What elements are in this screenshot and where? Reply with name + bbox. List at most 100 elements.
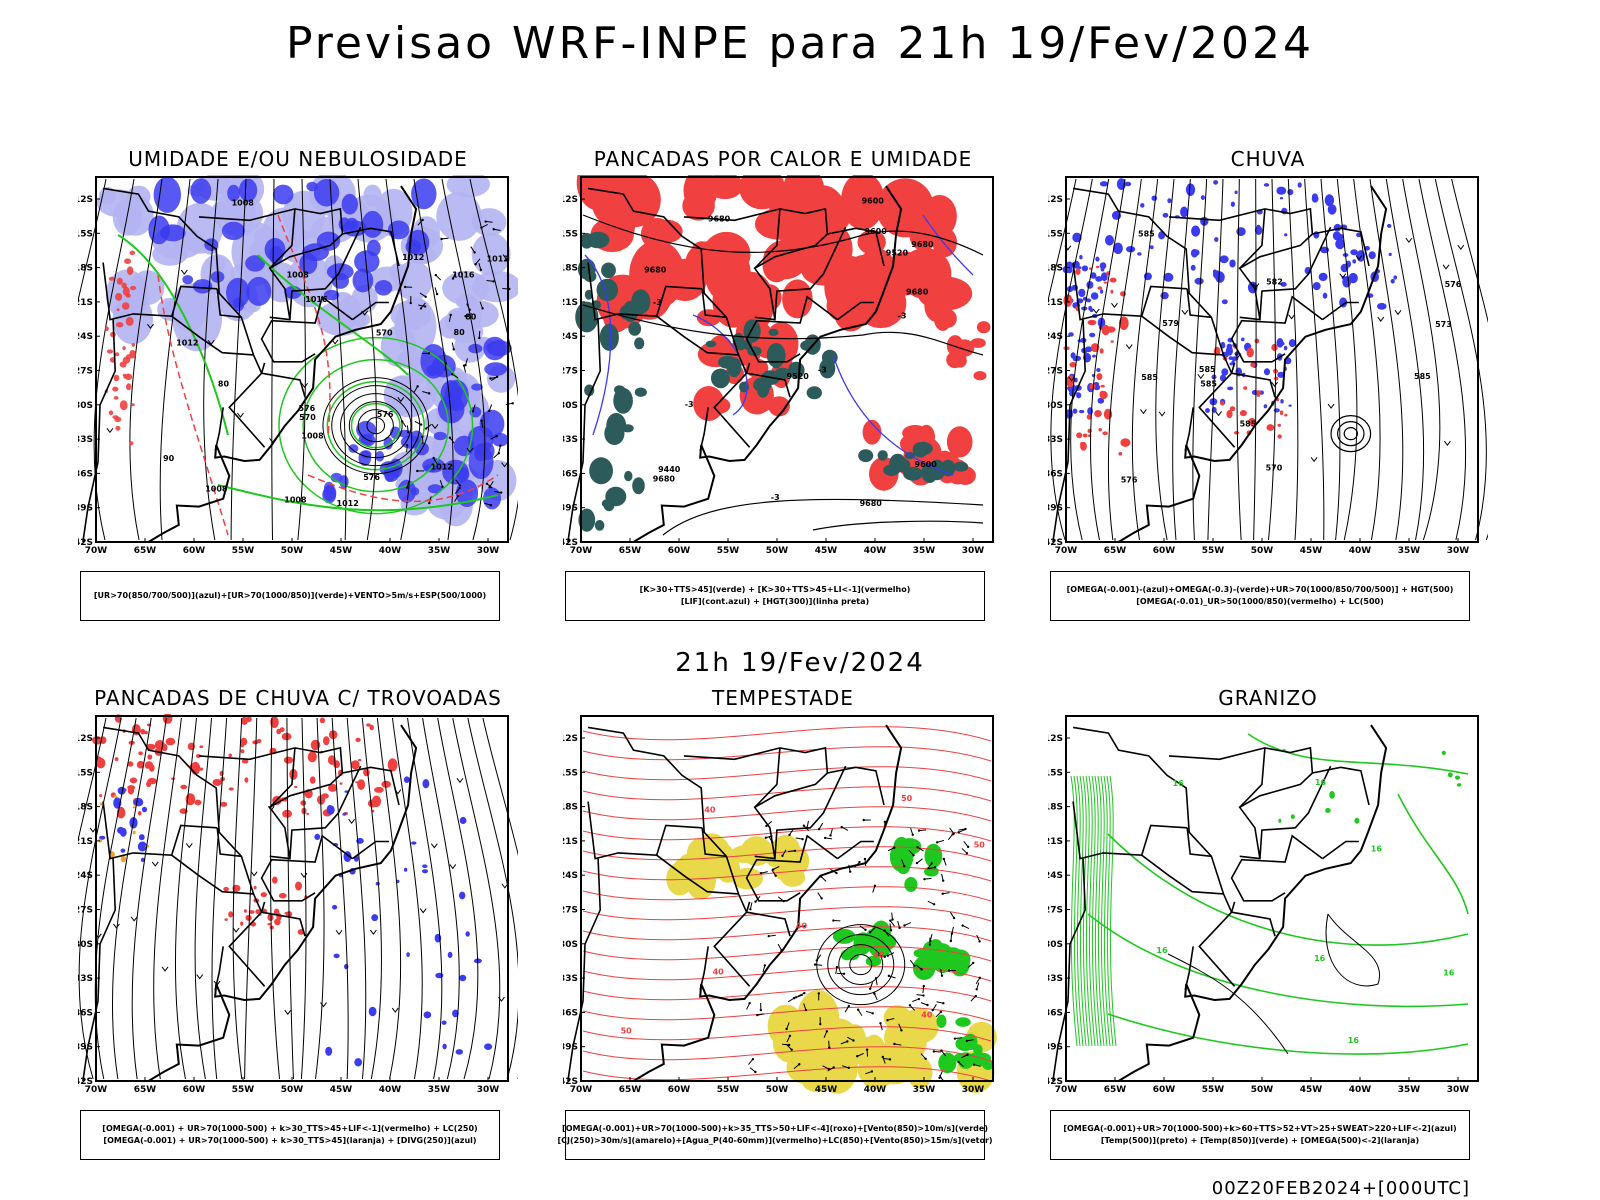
legend-line: [CJ(250)>30m/s](amarelo)+[Agua_P(40-60mm… [557,1136,993,1145]
lat-tick-label: 30S [1048,940,1063,950]
legend-box: [OMEGA(-0.001) + UR>70(1000-500) + k>30_… [80,1110,500,1160]
legend-line: [K>30+TTS>45](verde) + [K>30+TTS>45+LI<-… [639,585,911,594]
lon-tick-label: 40W [1349,1085,1372,1095]
border-line [1322,840,1359,860]
lat-tick-label: 39S [78,1043,93,1053]
lon-tick-label: 55W [1202,546,1225,556]
contour-label: 9680 [911,240,934,249]
contour-label: 9600 [862,197,885,206]
lon-tick-label: 60W [1153,546,1176,556]
border-line [260,295,353,363]
contour-label: 585 [1138,230,1155,239]
panel-chuva: CHUVA 585 585 585 582 585 585 579 576 576 573 570 5… [1048,147,1488,622]
border-line [1230,295,1323,363]
lat-tick-label: 12S [1048,195,1063,205]
lat-tick-label: 30S [78,940,93,950]
border-line [1322,301,1359,321]
border-line [1168,207,1314,321]
contour-label: 9680 [653,474,676,483]
contour-label: 40 [704,806,716,815]
legend-line: [LIF](cont.azul) + [HGT(300)](linha pret… [680,597,870,606]
lon-tick-label: 65W [134,546,157,556]
coastline [147,185,418,543]
lat-tick-label: 27S [1048,906,1063,916]
lon-tick-label: 30W [1447,1085,1470,1095]
contour-label: 570 [1266,463,1283,472]
lat-tick-label: 18S [78,803,93,813]
lat-tick-label: 15S [563,229,578,239]
lon-tick-label: 55W [232,546,255,556]
border-line [774,226,847,320]
map-chuva: 585 585 585 582 585 585 579 576 576 573 570 585 12S 1… [1048,176,1488,556]
lat-tick-label: 15S [78,768,93,778]
lat-tick-label: 21S [1048,837,1063,847]
border-line [342,766,400,806]
lon-tick-label: 50W [1251,1085,1274,1095]
panel-title: TEMPESTADE [712,686,854,710]
border-line [1186,288,1212,319]
panel-pancadas-trovoadas: PANCADAS DE CHUVA C/ TROVOADAS 12S 15S 18S… [78,686,518,1161]
lon-tick-label: 30W [477,1085,500,1095]
border-line [774,765,847,859]
border-line [699,946,709,990]
lat-tick-label: 30S [78,401,93,411]
lon-tick-label: 55W [717,1085,740,1095]
lat-tick-label: 33S [78,974,93,984]
border-line [82,858,117,1082]
legend-box: [K>30+TTS>45](verde) + [K>30+TTS>45+LI<-… [565,571,985,621]
lat-tick-label: 21S [78,837,93,847]
lat-tick-label: 30S [1048,401,1063,411]
contour-label: 16 [1173,779,1185,788]
lon-tick-label: 45W [1300,546,1323,556]
border-line [754,747,781,808]
lat-tick-label: 27S [78,906,93,916]
lat-tick-label: 36S [78,469,93,479]
lat-tick-label: 15S [1048,229,1063,239]
lat-tick-label: 36S [563,1008,578,1018]
lon-tick-label: 65W [1104,1085,1127,1095]
lon-tick-label: 35W [1398,1085,1421,1095]
border-line [656,854,739,895]
contour-label: 16 [1314,954,1326,963]
contour-label: 40 [873,950,885,959]
border-line [1072,187,1236,448]
lat-tick-label: 12S [78,195,93,205]
lat-tick-label: 42S [563,538,578,548]
lat-tick-label: 21S [563,298,578,308]
lon-tick-label: 65W [134,1085,157,1095]
contour-label: 16 [1315,778,1327,787]
map-granizo: 16 16 16 16 16 16 16 12S 15S 18S 21S 24S 27S 30S 33S 36… [1048,715,1479,1095]
contour-label: 1012 [337,499,359,508]
border-line [1141,315,1224,356]
contour-label: 585 [1141,373,1158,382]
contour-label: 9520 [787,372,810,381]
border-line [1312,766,1370,806]
border-line [1239,208,1266,269]
border-line [587,726,751,987]
border-line [754,208,781,269]
border-line [1259,226,1332,320]
contour-label: 576 [1445,280,1462,289]
border-line [198,207,344,321]
contour-label: -3 [771,493,780,502]
map-frame [580,715,994,1082]
panel-granizo: GRANIZO 16 16 16 16 16 16 16 12S 15S 18S 21S 24S 27S… [1048,686,1488,1161]
panel-pancadas-calor: PANCADAS POR CALOR E UMIDADE 9680 9680 968… [563,147,1003,622]
border-line [289,226,362,320]
lon-tick-label: 60W [183,1085,206,1095]
border-line [837,301,874,321]
border-line [214,407,224,451]
lon-tick-label: 65W [619,1085,642,1095]
lon-tick-label: 35W [428,546,451,556]
lon-tick-label: 55W [232,1085,255,1095]
lat-tick-label: 15S [1048,768,1063,778]
contour-label: 50 [621,1027,633,1036]
lat-tick-label: 39S [1048,504,1063,514]
panel-title: GRANIZO [1218,686,1318,710]
border-line [102,262,218,321]
lat-tick-label: 42S [1048,538,1063,548]
border-line [289,765,362,859]
contour-label: 40 [713,968,725,977]
legend-line: [Temp(500)](preto) + [Temp(850)](verde) … [1100,1136,1420,1145]
lat-tick-label: 33S [1048,974,1063,984]
